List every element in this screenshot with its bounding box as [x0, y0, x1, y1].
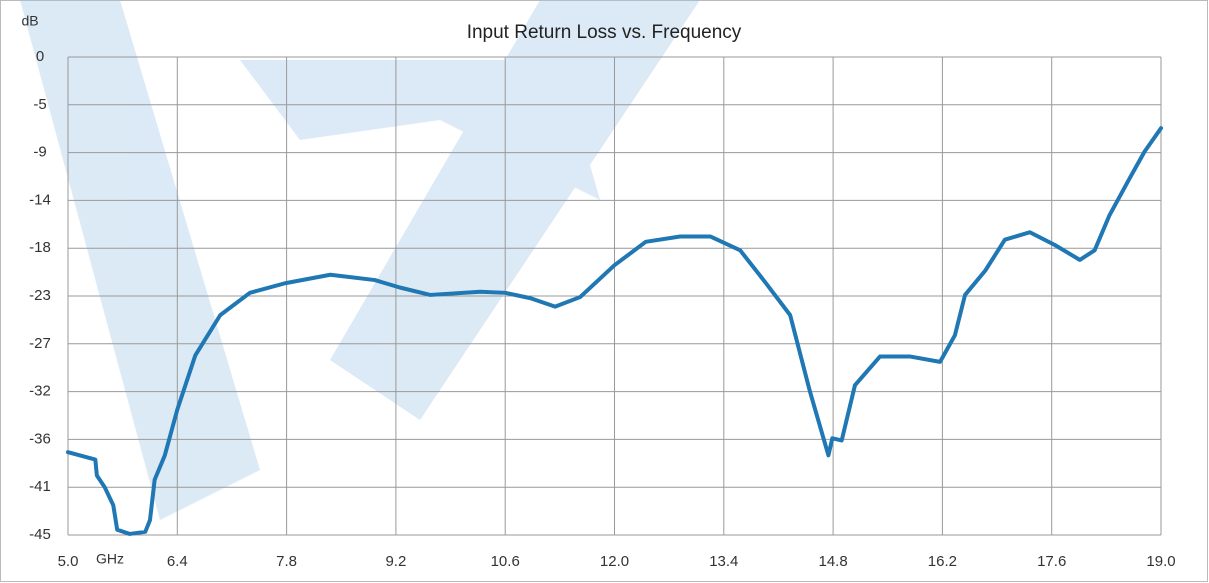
y-tick-label: -18: [29, 239, 51, 256]
y-tick-label: -14: [29, 191, 51, 208]
y-tick-label: 0: [36, 48, 44, 65]
chart-title: Input Return Loss vs. Frequency: [467, 22, 742, 43]
x-tick-label: 10.6: [491, 553, 520, 570]
x-tick-label: 19.0: [1146, 553, 1175, 570]
x-tick-label: 16.2: [928, 553, 957, 570]
x-axis-label: GHz: [96, 551, 124, 567]
x-tick-label: 5.0: [58, 553, 79, 570]
x-tick-label: 6.4: [167, 553, 188, 570]
x-tick-label: 9.2: [385, 553, 406, 570]
x-tick-label: 13.4: [709, 553, 738, 570]
y-tick-label: -32: [29, 383, 51, 400]
y-tick-label: -9: [33, 144, 46, 161]
x-tick-label: 7.8: [276, 553, 297, 570]
y-tick-label: -36: [29, 430, 51, 447]
x-tick-label: 12.0: [600, 553, 629, 570]
y-tick-label: -45: [29, 526, 51, 543]
y-tick-label: -23: [29, 287, 51, 304]
y-axis-label: dB: [21, 13, 38, 29]
x-tick-label: 17.6: [1037, 553, 1066, 570]
y-tick-label: -27: [29, 335, 51, 352]
chart: Input Return Loss vs. Frequency dB GHz 0…: [0, 0, 1209, 583]
page: {"chart_data": {"type": "line", "title":…: [0, 0, 1209, 583]
y-tick-label: -5: [33, 96, 46, 113]
y-tick-label: -41: [29, 478, 51, 495]
x-tick-label: 14.8: [818, 553, 847, 570]
